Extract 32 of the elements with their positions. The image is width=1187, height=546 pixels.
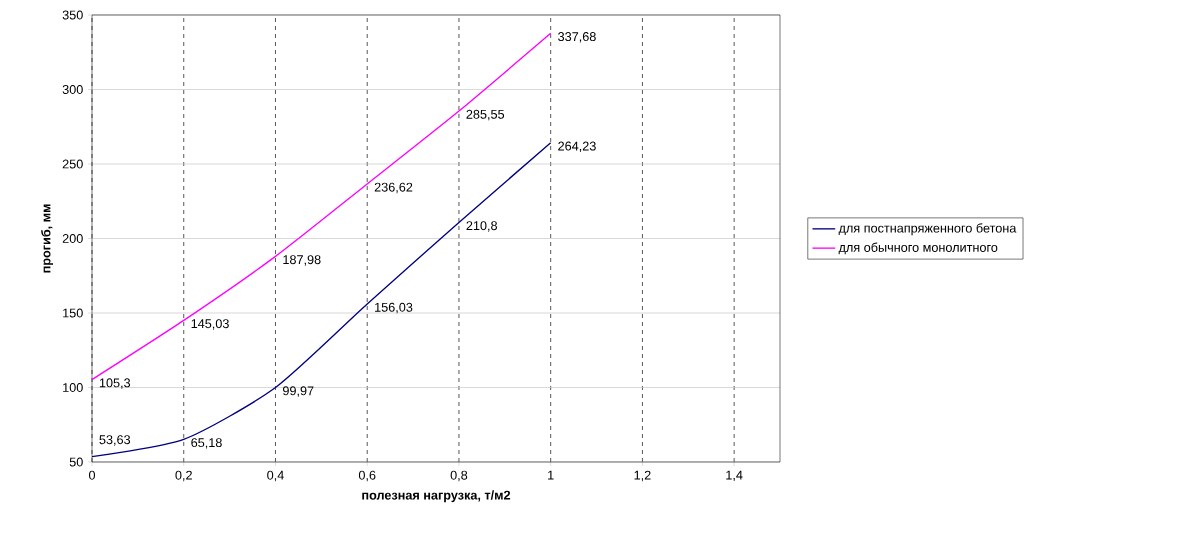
y-tick-label: 200 [62, 234, 83, 243]
x-tick-label: 0,8 [450, 470, 468, 482]
data-label: 53,63 [99, 435, 131, 446]
y-tick-label: 350 [62, 10, 83, 20]
x-tick-label: 1,2 [634, 470, 651, 482]
data-label: 156,03 [375, 302, 413, 314]
data-label: 99,97 [282, 386, 314, 397]
line-series [92, 142, 552, 458]
x-tick-label: 0,4 [267, 470, 284, 482]
x-tick-label: 0,6 [358, 470, 376, 482]
y-tick-label: 100 [63, 383, 83, 392]
data-label: 264,23 [558, 141, 596, 153]
data-label: 236,62 [374, 182, 413, 194]
data-label: 65,18 [191, 438, 222, 449]
legend-label: для обычного монолитного [838, 242, 998, 255]
data-label: 145,03 [191, 319, 229, 330]
y-tick-label: 300 [62, 85, 83, 94]
y-tick-label: 50 [69, 457, 83, 467]
legend-label: для постнапряженного бетона [838, 223, 1017, 236]
y-axis-title: прогиб, мм [41, 204, 54, 273]
x-tick-label: 1,4 [726, 470, 743, 482]
data-label: 187,98 [283, 255, 321, 266]
x-axis-title: полезная нагрузка, т/м2 [362, 490, 511, 503]
data-label: 105,3 [99, 378, 131, 389]
y-tick-label: 250 [62, 159, 83, 169]
x-tick-label: 0 [88, 470, 96, 480]
x-tick-label: 1 [548, 470, 554, 480]
y-tick-label: 150 [63, 308, 83, 318]
data-label: 210,8 [466, 221, 498, 232]
x-tick-label: 0,2 [175, 470, 192, 482]
data-label: 285,55 [466, 109, 505, 121]
data-label: 337,68 [558, 32, 596, 43]
